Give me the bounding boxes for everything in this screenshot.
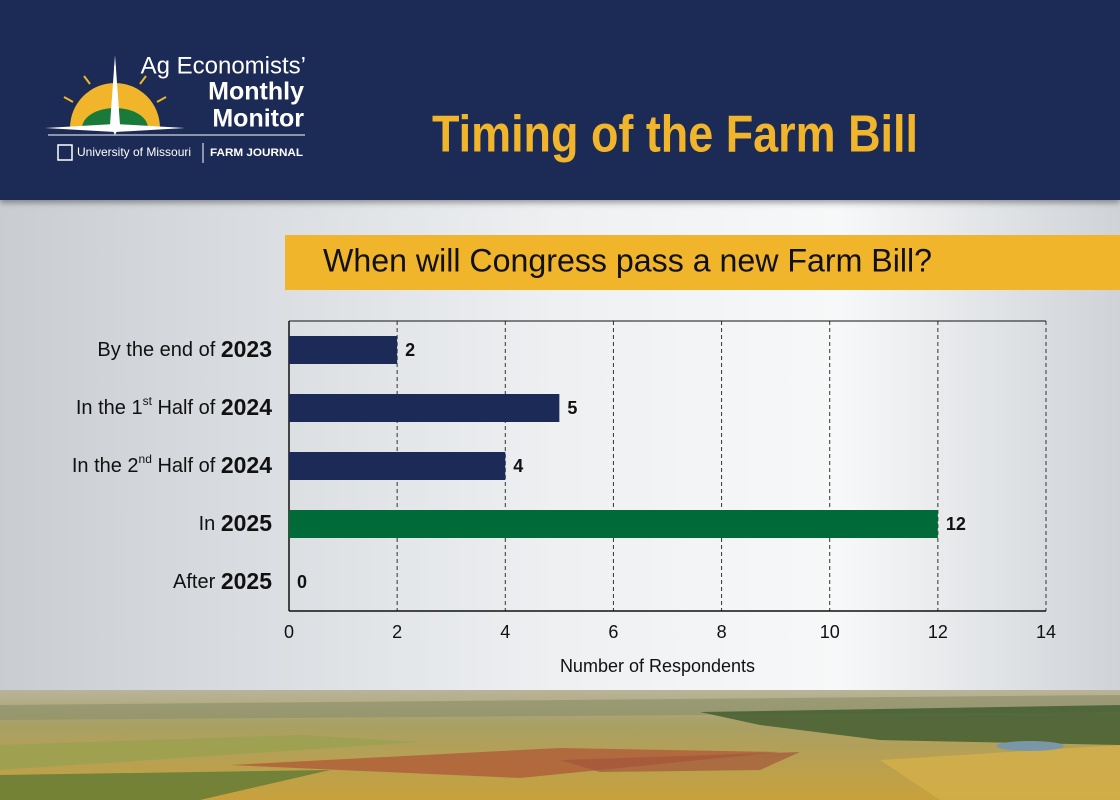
- y-tick-label: In the 2nd Half of 2024: [72, 452, 272, 478]
- logo: Ag Economists’ Monthly Monitor Universit…: [45, 52, 306, 163]
- x-axis-label: Number of Respondents: [560, 656, 755, 676]
- bar: [289, 394, 560, 422]
- logo-line1: Ag Economists’: [141, 52, 306, 79]
- logo-horizon: [45, 124, 185, 132]
- value-label: 0: [297, 572, 307, 592]
- page-title: Timing of the Farm Bill: [432, 106, 918, 164]
- value-label: 5: [567, 398, 577, 418]
- plot: 0 2 4 6 8 10 12 14 Number of Respondents By the e…: [72, 320, 1056, 676]
- bar: [289, 510, 938, 538]
- value-label: 4: [513, 456, 523, 476]
- logo-partner: FARM JOURNAL: [210, 147, 303, 159]
- logo-compass: [110, 55, 120, 135]
- value-label: 2: [405, 340, 415, 360]
- y-tick-label: After 2025: [173, 568, 272, 594]
- y-tick-label: In the 1st Half of 2024: [76, 394, 272, 420]
- x-tick-label: 8: [717, 622, 727, 642]
- x-tick-label: 14: [1036, 622, 1056, 642]
- university-shield: [57, 144, 73, 161]
- x-tick-label: 6: [608, 622, 618, 642]
- y-tick-label: In 2025: [199, 510, 273, 536]
- value-label: 12: [946, 514, 966, 534]
- x-tick-label: 0: [284, 622, 294, 642]
- logo-line2: Monthly: [208, 78, 304, 106]
- x-tick-label: 12: [928, 622, 948, 642]
- header-band: [0, 0, 1120, 200]
- logo-university: University of Missouri: [77, 145, 191, 159]
- x-tick-label: 10: [820, 622, 840, 642]
- x-tick-label: 4: [500, 622, 510, 642]
- bar: [289, 452, 506, 480]
- logo-line3: Monitor: [212, 105, 304, 133]
- x-tick-label: 2: [392, 622, 402, 642]
- farmland: [0, 690, 1120, 800]
- bar: [289, 336, 398, 364]
- y-tick-label: By the end of 2023: [97, 336, 272, 362]
- question-banner: [285, 235, 1120, 290]
- chart-title: When will Congress pass a new Farm Bill?: [323, 242, 932, 278]
